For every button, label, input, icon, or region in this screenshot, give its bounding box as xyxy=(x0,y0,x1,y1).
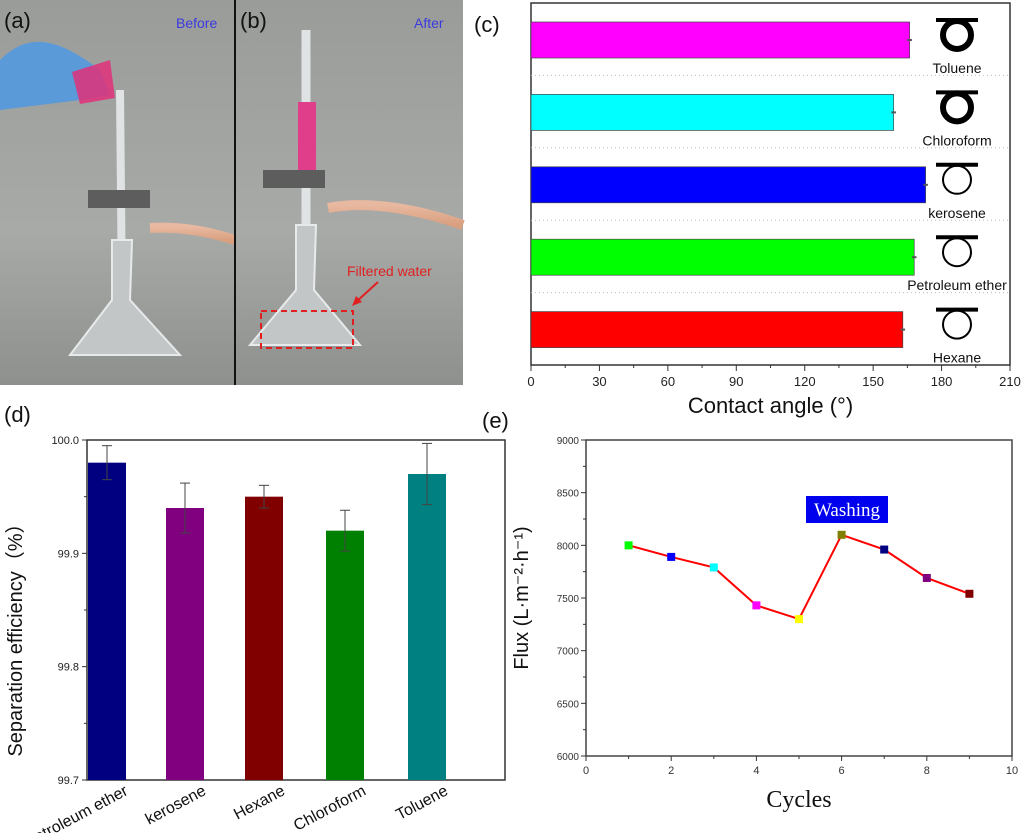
filtered-water-box xyxy=(260,310,354,349)
clamp xyxy=(263,170,325,188)
x-tick-label: 150 xyxy=(862,374,884,389)
bar-kerosene xyxy=(166,508,204,780)
category-label: Chloroform xyxy=(922,132,991,148)
bar-chloroform xyxy=(530,94,895,131)
category-label: Petroleum ether xyxy=(22,782,131,833)
category-label: kerosene xyxy=(928,205,986,221)
bar-toluene xyxy=(530,21,910,59)
hose xyxy=(327,200,465,230)
y-tick-label: 99.8 xyxy=(58,662,79,674)
y-tick-label: 7500 xyxy=(557,594,580,605)
washing-annotation: Washing xyxy=(814,500,881,521)
data-point-cycle-9 xyxy=(965,589,974,598)
photo-before: (a) Before xyxy=(0,0,237,385)
y-tick-label: 8500 xyxy=(557,489,580,500)
x-tick-label: 10 xyxy=(1006,765,1018,777)
beaker-pink xyxy=(72,60,115,104)
x-tick-label: 0 xyxy=(527,374,534,389)
x-tick-label: 6 xyxy=(839,765,845,777)
caption-before: Before xyxy=(176,15,217,31)
droplet-icon xyxy=(940,90,974,125)
data-point-cycle-3 xyxy=(709,563,718,572)
bar-hexane xyxy=(245,496,283,780)
flask xyxy=(67,239,183,356)
hose xyxy=(149,222,237,245)
category-label: Hexane xyxy=(231,782,288,823)
bar-kerosene xyxy=(530,166,926,204)
filtered-water-label: Filtered water xyxy=(347,263,432,279)
bar-chloroform xyxy=(326,530,364,780)
category-label: Petroleum ether xyxy=(907,277,1007,293)
data-point-cycle-6 xyxy=(837,530,846,539)
droplet-icon xyxy=(942,237,972,268)
category-label: kerosene xyxy=(143,782,209,828)
y-axis-label: Flux (L·m⁻²·h⁻¹) xyxy=(511,526,533,669)
x-tick-label: 180 xyxy=(931,374,953,389)
bar-hexane xyxy=(530,311,904,348)
data-point-cycle-5 xyxy=(795,615,803,624)
x-axis-label: Cycles xyxy=(766,787,831,813)
contact-angle-chart: Toluene Chloroform kerosene Petroleum ether… xyxy=(527,2,1021,418)
x-tick-label: 0 xyxy=(583,765,589,777)
y-tick-label: 9000 xyxy=(557,436,580,447)
panel-label-d: (d) xyxy=(4,402,31,427)
bar-petroleum-ether xyxy=(88,462,126,780)
x-tick-label: 2 xyxy=(668,765,674,777)
category-label: Hexane xyxy=(933,350,981,366)
pink-oil-column xyxy=(298,102,316,180)
panel-label-a: (a) xyxy=(4,8,31,33)
annotation-arrow xyxy=(355,281,379,303)
x-tick-label: 8 xyxy=(924,765,930,777)
data-point-cycle-7 xyxy=(880,545,889,554)
washing-label-bg xyxy=(806,496,888,523)
x-tick-label: 120 xyxy=(794,374,816,389)
droplet-icon xyxy=(942,309,972,340)
photo-after: Filtered water (b) After xyxy=(236,0,465,385)
y-tick-label: 6500 xyxy=(557,699,580,710)
data-point-cycle-8 xyxy=(922,573,931,582)
y-tick-label: 8000 xyxy=(557,541,580,552)
y-axis-label: Separation efficiency（%） xyxy=(4,513,27,756)
clamp xyxy=(88,190,150,208)
data-point-cycle-2 xyxy=(667,552,676,561)
droplet-icon xyxy=(940,18,974,52)
panel-label-b: (b) xyxy=(240,8,267,33)
y-tick-label: 99.7 xyxy=(58,775,79,787)
plot-frame xyxy=(585,439,1013,757)
y-tick-label: 6000 xyxy=(557,752,580,763)
caption-after: After xyxy=(414,15,444,31)
category-label: Toluene xyxy=(932,60,981,76)
bar-toluene xyxy=(408,474,446,780)
category-label: Chloroform xyxy=(291,783,369,833)
y-tick-label: 7000 xyxy=(557,647,580,658)
y-tick-label: 99.9 xyxy=(58,548,79,560)
x-tick-label: 60 xyxy=(661,374,675,389)
flux-cycles-chart: 6000 6500 7000 7500 8000 8500 9000 0 2 4 6 8 10 Washi… xyxy=(511,436,1018,813)
panel-label-e: (e) xyxy=(482,408,509,433)
x-tick-label: 30 xyxy=(592,374,606,389)
y-tick-label: 100.0 xyxy=(51,435,79,447)
x-tick-label: 90 xyxy=(729,374,743,389)
panel-label-c: (c) xyxy=(474,12,500,37)
data-point-cycle-4 xyxy=(752,601,761,610)
flask xyxy=(247,224,363,346)
separation-efficiency-chart: Petroleum ether kerosene Hexane Chloroform T… xyxy=(4,435,506,833)
droplet-icon xyxy=(942,164,972,195)
x-tick-label: 4 xyxy=(753,765,759,777)
bar-petroleum-ether xyxy=(530,238,915,276)
category-label: Toluene xyxy=(393,782,451,823)
x-axis-label: Contact angle (°) xyxy=(688,393,853,418)
data-point-cycle-1 xyxy=(624,541,633,550)
x-tick-label: 210 xyxy=(999,374,1021,389)
